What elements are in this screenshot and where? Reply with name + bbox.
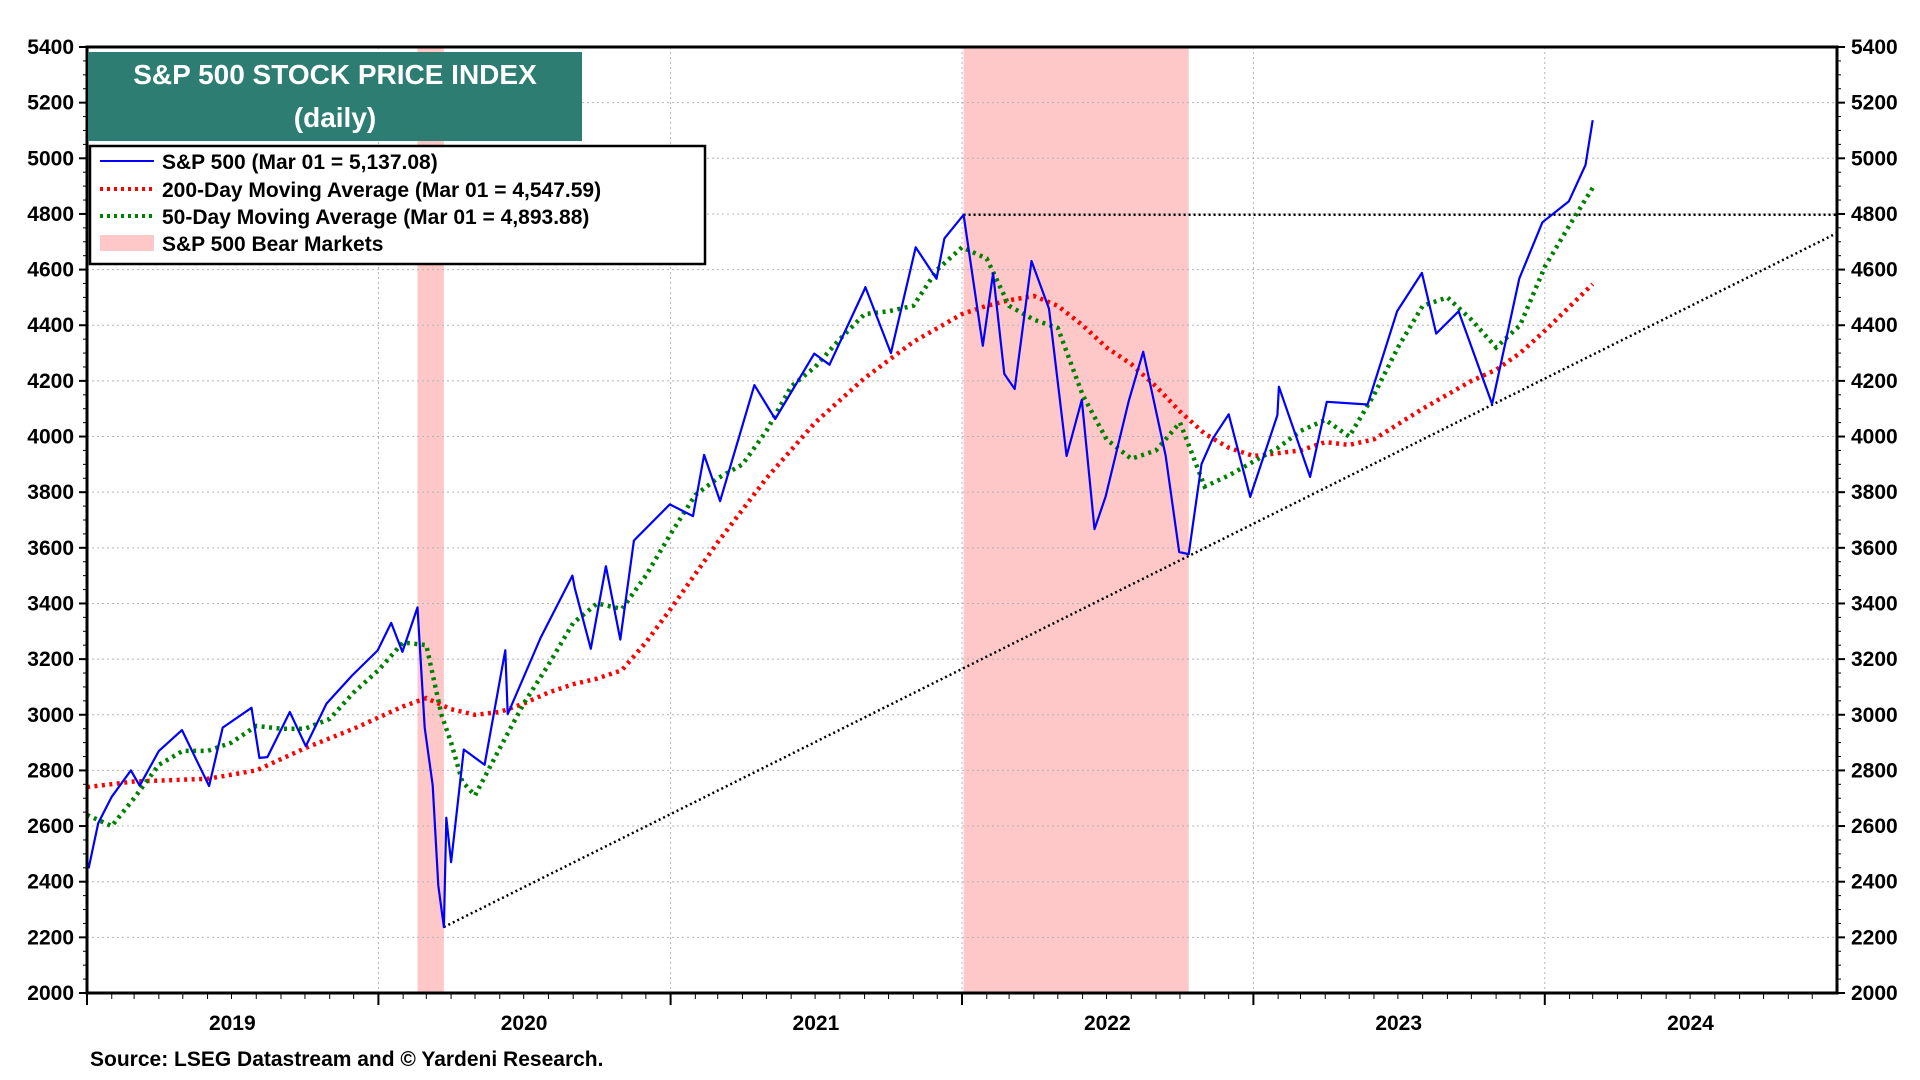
source-note: Source: LSEG Datastream and © Yardeni Re… [90, 1048, 603, 1071]
y-tick-label-left-2800: 2800 [27, 759, 74, 782]
legend-label-200dma: 200-Day Moving Average (Mar 01 = 4,547.5… [162, 179, 601, 202]
y-tick-label-right-2600: 2600 [1851, 815, 1898, 838]
reference-line-2 [443, 232, 1837, 929]
y-tick-label-right-2000: 2000 [1851, 982, 1898, 1005]
legend-label-bear: S&P 500 Bear Markets [162, 233, 383, 256]
y-tick-label-left-4400: 4400 [27, 314, 74, 337]
y-axis-left-labels: 2000 2200 2400 2600 2800 3000 3200 3400 3600 3800… [27, 36, 74, 1005]
y-tick-label-left-4200: 4200 [27, 370, 74, 393]
y-tick-label-right-3800: 3800 [1851, 481, 1898, 504]
series-lines [86, 120, 1595, 929]
y-tick-label-left-5400: 5400 [27, 36, 74, 59]
x-year-label-2022: 2022 [1084, 1012, 1131, 1035]
bear-market-band-2 [963, 47, 1189, 993]
chart-subtitle: (daily) [294, 102, 376, 133]
bear-market-bands [417, 47, 1189, 993]
y-tick-label-left-2400: 2400 [27, 871, 74, 894]
series-line-s-p-500 [87, 120, 1594, 929]
y-tick-label-right-2200: 2200 [1851, 926, 1898, 949]
y-tick-label-left-5000: 5000 [27, 147, 74, 170]
x-year-label-2023: 2023 [1375, 1012, 1422, 1035]
title-box: S&P 500 STOCK PRICE INDEX (daily) [88, 52, 582, 141]
y-tick-label-left-3600: 3600 [27, 537, 74, 560]
y-tick-label-left-2000: 2000 [27, 982, 74, 1005]
y-tick-label-left-4800: 4800 [27, 203, 74, 226]
y-tick-label-right-4000: 4000 [1851, 426, 1898, 449]
y-tick-label-right-4400: 4400 [1851, 314, 1898, 337]
y-tick-label-left-4600: 4600 [27, 259, 74, 282]
y-tick-label-left-2200: 2200 [27, 926, 74, 949]
y-tick-label-right-3000: 3000 [1851, 704, 1898, 727]
reference-lines [443, 213, 1837, 929]
y-tick-label-right-4600: 4600 [1851, 259, 1898, 282]
legend-box [88, 144, 707, 266]
y-tick-label-left-3000: 3000 [27, 704, 74, 727]
legend: S&P 500 (Mar 01 = 5,137.08) 200-Day Movi… [88, 144, 707, 266]
title-background [88, 52, 582, 141]
y-tick-label-right-2400: 2400 [1851, 871, 1898, 894]
grid-lines [87, 47, 1837, 993]
x-year-label-2024: 2024 [1667, 1012, 1714, 1035]
y-tick-label-left-4000: 4000 [27, 426, 74, 449]
axis-ticks [79, 46, 1845, 1005]
y-tick-label-left-3800: 3800 [27, 481, 74, 504]
y-tick-label-right-3600: 3600 [1851, 537, 1898, 560]
y-tick-label-right-5000: 5000 [1851, 147, 1898, 170]
x-year-label-2021: 2021 [793, 1012, 840, 1035]
y-tick-label-right-5200: 5200 [1851, 92, 1898, 115]
y-tick-label-right-4200: 4200 [1851, 370, 1898, 393]
legend-swatch-bear [100, 235, 154, 251]
y-axis-right-labels: 2000 2200 2400 2600 2800 3000 3200 3400 3600 3800… [1851, 36, 1898, 1005]
chart-title: S&P 500 STOCK PRICE INDEX [133, 59, 537, 90]
x-year-label-2020: 2020 [501, 1012, 548, 1035]
x-axis-year-labels: 2019 2020 2021 2022 2023 2024 [209, 1012, 1714, 1035]
legend-label-sp500: S&P 500 (Mar 01 = 5,137.08) [162, 151, 438, 174]
y-tick-label-left-2600: 2600 [27, 815, 74, 838]
series-line-200-day-moving-average [86, 282, 1595, 790]
y-tick-label-right-3400: 3400 [1851, 592, 1898, 615]
x-year-label-2019: 2019 [209, 1012, 256, 1035]
y-tick-label-right-4800: 4800 [1851, 203, 1898, 226]
y-tick-label-right-5400: 5400 [1851, 36, 1898, 59]
y-tick-label-left-3200: 3200 [27, 648, 74, 671]
y-tick-label-right-2800: 2800 [1851, 759, 1898, 782]
y-tick-label-right-3200: 3200 [1851, 648, 1898, 671]
y-tick-label-left-3400: 3400 [27, 592, 74, 615]
legend-label-50dma: 50-Day Moving Average (Mar 01 = 4,893.88… [162, 206, 589, 229]
y-tick-label-left-5200: 5200 [27, 92, 74, 115]
